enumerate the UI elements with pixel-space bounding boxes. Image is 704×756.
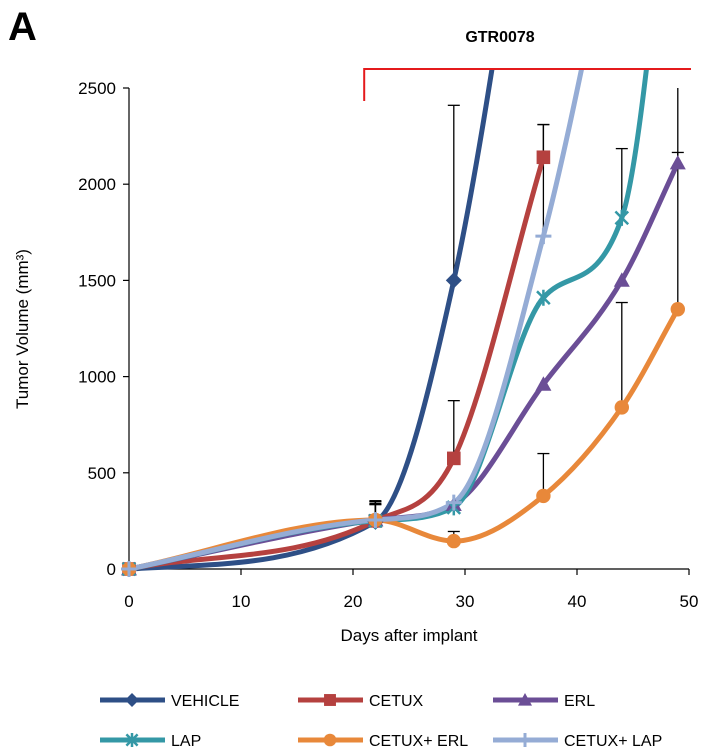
legend-item: VEHICLE [100, 693, 239, 710]
series-line-cetux-lap [126, 70, 584, 572]
data-point [536, 488, 551, 504]
x-tick-label: 50 [680, 592, 699, 611]
legend-label: CETUX+ LAP [564, 733, 662, 750]
data-point [613, 272, 630, 287]
legend-label: CETUX [369, 693, 424, 710]
data-point [535, 376, 552, 391]
legend-marker [323, 733, 337, 747]
series-markers [121, 150, 686, 577]
error-bars [369, 88, 684, 542]
treatment-bracket [363, 68, 691, 101]
legend-marker [518, 693, 532, 706]
data-point [614, 209, 630, 226]
series-line-vehicle [126, 70, 495, 572]
series-line-lap [126, 70, 649, 572]
y-tick-label: 0 [107, 560, 116, 579]
data-point [536, 289, 551, 306]
data-point [614, 400, 629, 415]
data-point [121, 561, 137, 577]
data-point [447, 451, 461, 466]
x-axis-title: Days after implant [341, 626, 478, 645]
legend-item: CETUX+ LAP [493, 733, 662, 750]
data-point [670, 302, 685, 317]
panel-label: A [8, 5, 37, 49]
y-tick-label: 1000 [78, 368, 116, 387]
bracket-label: GTR0078 [465, 29, 534, 46]
x-tick-label: 20 [344, 592, 363, 611]
x-tick-label: 10 [232, 592, 251, 611]
y-tick-label: 2500 [78, 79, 116, 98]
data-point [367, 511, 384, 528]
legend: VEHICLE CETUX ERL LAP CETUX+ ERL CETUX+ LAP [100, 693, 662, 750]
legend-label: VEHICLE [171, 693, 239, 710]
data-point [446, 533, 461, 549]
x-tick-label: 40 [568, 592, 587, 611]
y-tick-label: 1500 [78, 271, 116, 290]
y-tick-label: 500 [88, 464, 116, 483]
axes: 0 500 1000 1500 2000 2500 0 10 20 30 40 50 [78, 79, 698, 611]
data-point [445, 494, 462, 511]
series-line-cetux [126, 154, 546, 572]
series-line-cetux-erl [126, 306, 681, 572]
y-axis-title: Tumor Volume (mm³) [13, 249, 32, 409]
legend-item: CETUX+ ERL [298, 733, 468, 750]
data-point [669, 155, 686, 170]
legend-label: CETUX+ ERL [369, 733, 468, 750]
legend-marker [125, 733, 139, 747]
y-tick-label: 2000 [78, 175, 116, 194]
legend-marker [324, 694, 336, 706]
series-lines [126, 70, 681, 572]
legend-item: LAP [100, 733, 201, 750]
x-tick-label: 30 [456, 592, 475, 611]
legend-item: ERL [493, 693, 595, 710]
data-point [536, 150, 551, 165]
legend-label: ERL [564, 693, 595, 710]
bracket-line [363, 68, 691, 101]
legend-item: CETUX [298, 693, 424, 710]
legend-label: LAP [171, 733, 201, 750]
legend-marker [518, 733, 532, 747]
data-point [535, 228, 552, 245]
data-point [445, 272, 462, 289]
x-tick-label: 0 [124, 592, 133, 611]
legend-marker [125, 693, 139, 707]
